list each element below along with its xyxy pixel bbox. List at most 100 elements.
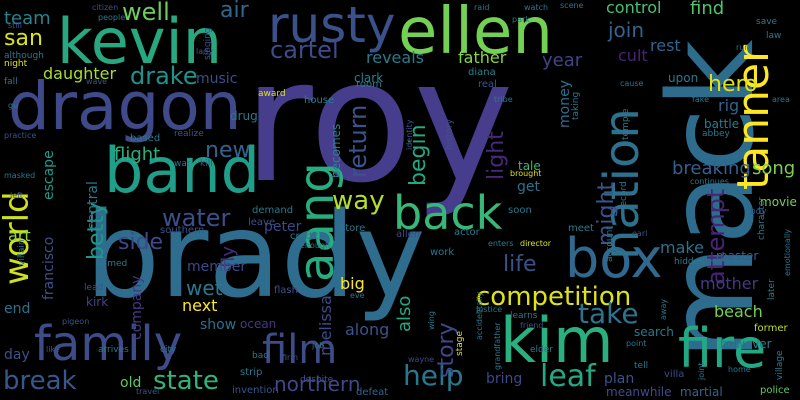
word-temple: temple bbox=[621, 108, 631, 140]
word-central: central bbox=[85, 181, 101, 230]
word-rest: rest bbox=[650, 36, 681, 55]
word-people: people bbox=[98, 13, 126, 22]
word-enough: enough bbox=[300, 241, 331, 250]
word-travel: travel bbox=[136, 387, 160, 396]
word-named: named bbox=[96, 259, 128, 269]
word-also: also bbox=[394, 295, 415, 332]
word-continues: continues bbox=[690, 177, 729, 186]
word-fall: fall bbox=[4, 77, 18, 87]
word-bring: bring bbox=[486, 371, 523, 387]
word-war: war bbox=[174, 159, 191, 169]
word-next: next bbox=[182, 296, 218, 315]
word-back: back bbox=[393, 186, 503, 240]
word-way: way bbox=[332, 186, 385, 216]
word-allen: allen bbox=[396, 229, 421, 240]
word-brought: brought bbox=[510, 169, 542, 178]
word-life: life bbox=[503, 252, 537, 277]
word-point: point bbox=[626, 339, 647, 348]
word-band: band bbox=[104, 134, 260, 207]
word-villain: villain bbox=[17, 239, 27, 266]
word-diana: diana bbox=[468, 67, 496, 78]
word-upon: upon bbox=[668, 71, 699, 85]
word-take: take bbox=[578, 297, 639, 330]
word-plan: plan bbox=[604, 371, 635, 387]
word-grandfather: grandfather bbox=[493, 322, 502, 370]
word-money: money bbox=[557, 80, 573, 128]
word-movie: movie bbox=[760, 195, 797, 209]
word-job: job bbox=[312, 341, 325, 350]
word-park: park bbox=[512, 15, 530, 24]
word-kirk: kirk bbox=[86, 295, 109, 309]
word-return: return bbox=[344, 104, 372, 178]
word-fake: fake bbox=[692, 95, 709, 104]
word-show: show bbox=[200, 317, 237, 333]
word-song: song bbox=[752, 158, 796, 179]
word-identity: identity bbox=[405, 119, 414, 150]
word-clark: clark bbox=[354, 71, 384, 85]
word-village: village bbox=[775, 350, 785, 380]
word-masked: masked bbox=[4, 171, 36, 180]
word-meanwhile: meanwhile bbox=[606, 385, 672, 399]
word-northern: northern bbox=[274, 372, 361, 396]
word-tribe: tribe bbox=[494, 95, 513, 104]
word-real: real bbox=[478, 79, 497, 90]
word-along: along bbox=[345, 320, 390, 339]
word-competition: competition bbox=[476, 282, 632, 312]
word-team: team bbox=[4, 8, 51, 29]
word-box: box bbox=[565, 227, 663, 290]
word-enters: enters bbox=[488, 239, 514, 248]
word-dragon: dragon bbox=[8, 68, 242, 145]
word-control: control bbox=[606, 0, 662, 17]
word-kevin: kevin bbox=[57, 5, 223, 78]
word-light: light bbox=[484, 131, 509, 180]
word-like: like bbox=[46, 345, 60, 354]
word-becomes: becomes bbox=[329, 123, 343, 178]
word-flight: flight bbox=[114, 144, 161, 165]
word-scene: scene bbox=[560, 1, 584, 10]
word-night: night bbox=[4, 59, 28, 69]
word-search: search bbox=[634, 325, 674, 339]
word-meet: meet bbox=[568, 223, 594, 234]
word-elder: elder bbox=[530, 345, 553, 355]
word-find: find bbox=[690, 0, 725, 19]
word-brady: brady bbox=[85, 186, 426, 324]
word-end: end bbox=[4, 301, 31, 317]
word-lead: lead bbox=[84, 283, 104, 293]
word-city: city bbox=[160, 345, 177, 355]
word-singing: singing bbox=[203, 27, 213, 60]
word-peter: peter bbox=[264, 219, 302, 235]
word-emotionally: emotionally bbox=[783, 228, 792, 276]
word-water: water bbox=[162, 204, 231, 232]
word-law: law bbox=[766, 31, 782, 41]
word-break: break bbox=[3, 366, 77, 396]
word-kill: kill bbox=[200, 159, 213, 169]
word-however: however bbox=[720, 337, 772, 351]
word-demand: demand bbox=[252, 205, 294, 216]
word-daughter: daughter bbox=[43, 64, 117, 83]
word-leave: leave bbox=[248, 217, 276, 228]
word-bad: bad bbox=[252, 351, 269, 361]
word-hidden: hidden bbox=[674, 257, 705, 267]
word-company: company bbox=[129, 275, 145, 340]
word-justice: justice bbox=[476, 305, 503, 314]
word-later: later bbox=[767, 279, 777, 300]
word-save: save bbox=[756, 17, 778, 27]
word-abbey: abbey bbox=[702, 129, 730, 139]
word-well: well bbox=[122, 0, 170, 26]
word-beach: beach bbox=[714, 302, 763, 321]
word-run: run bbox=[736, 43, 750, 52]
word-villa: villa bbox=[664, 369, 685, 380]
word-former: former bbox=[754, 323, 788, 334]
word-day: day bbox=[4, 347, 30, 363]
word-make: make bbox=[660, 238, 704, 257]
word-flash: flash bbox=[274, 285, 298, 296]
word-roy: roy bbox=[243, 23, 514, 221]
word-rig: rig bbox=[718, 96, 740, 115]
word-hero: hero bbox=[708, 72, 758, 97]
word-citizen: citizen bbox=[92, 3, 119, 12]
word-mother: mother bbox=[700, 274, 759, 293]
word-wing: wing bbox=[427, 311, 436, 330]
word-history: history bbox=[445, 119, 455, 150]
word-reveals: reveals bbox=[366, 48, 424, 67]
